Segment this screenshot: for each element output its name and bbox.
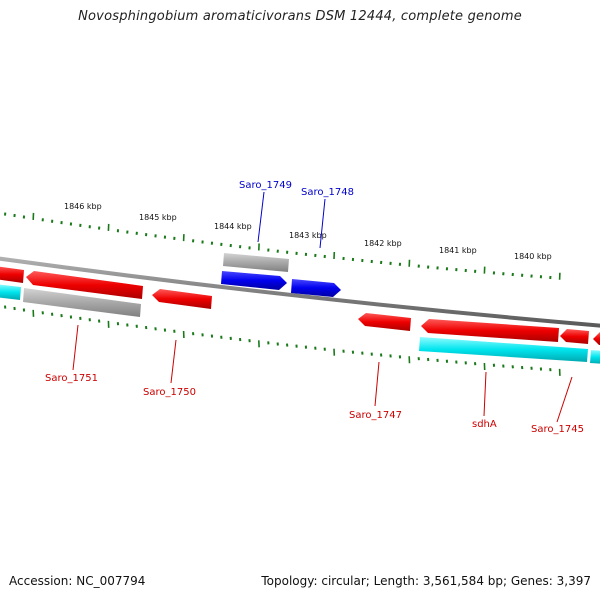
leader-saro-1747 [374, 361, 380, 407]
cds-saro-1747[interactable] [358, 313, 411, 331]
leader-saro-1750 [170, 339, 177, 384]
cds-left-edge[interactable] [0, 266, 24, 283]
rna-right-edge[interactable] [590, 350, 600, 364]
leader-saro-1748 [319, 198, 326, 249]
label-saro-1748[interactable]: Saro_1748 [301, 187, 354, 198]
leader-saro-1751 [72, 324, 79, 371]
scale-label-1840: 1840 kbp [514, 252, 552, 261]
gene-saro-1751-gene-bar[interactable] [23, 288, 141, 317]
inner-scale-ticks [4, 305, 561, 376]
cds-saro-1748[interactable] [291, 279, 341, 297]
cds-right-edge[interactable] [593, 332, 600, 345]
backbone-line [0, 256, 600, 328]
label-leaders [72, 191, 573, 423]
leader-saro-1745 [556, 376, 573, 423]
scale-labels: 1846 kbp 1845 kbp 1844 kbp 1843 kbp 1842… [64, 202, 552, 261]
map-title: Novosphingobium aromaticivorans DSM 1244… [78, 9, 522, 24]
rna-left-edge[interactable] [0, 284, 21, 300]
cds-saro-1749[interactable] [221, 271, 287, 290]
scale-label-1843: 1843 kbp [289, 231, 327, 240]
scale-label-1844: 1844 kbp [214, 222, 252, 231]
cds-saro-1745[interactable] [560, 329, 589, 344]
accession-text: Accession: NC_007794 [9, 574, 146, 588]
reverse-features [0, 266, 600, 364]
label-saro-1749[interactable]: Saro_1749 [239, 180, 292, 191]
forward-features [221, 253, 341, 297]
gene-labels: Saro_1749 Saro_1748 Saro_1751 Saro_1750 … [45, 180, 584, 435]
genome-summary-text: Topology: circular; Length: 3,561,584 bp… [261, 574, 591, 588]
leader-sdhA [483, 371, 487, 417]
scale-label-1845: 1845 kbp [139, 213, 177, 222]
label-saro-1747[interactable]: Saro_1747 [349, 410, 402, 421]
label-sdhA[interactable]: sdhA [472, 419, 497, 430]
scale-label-1841: 1841 kbp [439, 246, 477, 255]
leader-saro-1749 [257, 191, 265, 243]
cds-saro-1750[interactable] [152, 289, 212, 309]
label-saro-1750[interactable]: Saro_1750 [143, 387, 196, 398]
rna-sdhA[interactable] [419, 337, 588, 362]
scale-label-1846: 1846 kbp [64, 202, 102, 211]
cds-sdhA[interactable] [421, 319, 559, 342]
outer-scale-ticks [4, 212, 561, 280]
cds-saro-1751[interactable] [26, 271, 143, 299]
label-saro-1745[interactable]: Saro_1745 [531, 424, 584, 435]
label-saro-1751[interactable]: Saro_1751 [45, 373, 98, 384]
scale-label-1842: 1842 kbp [364, 239, 402, 248]
gene-saro-1749-gene-bar[interactable] [223, 253, 289, 272]
